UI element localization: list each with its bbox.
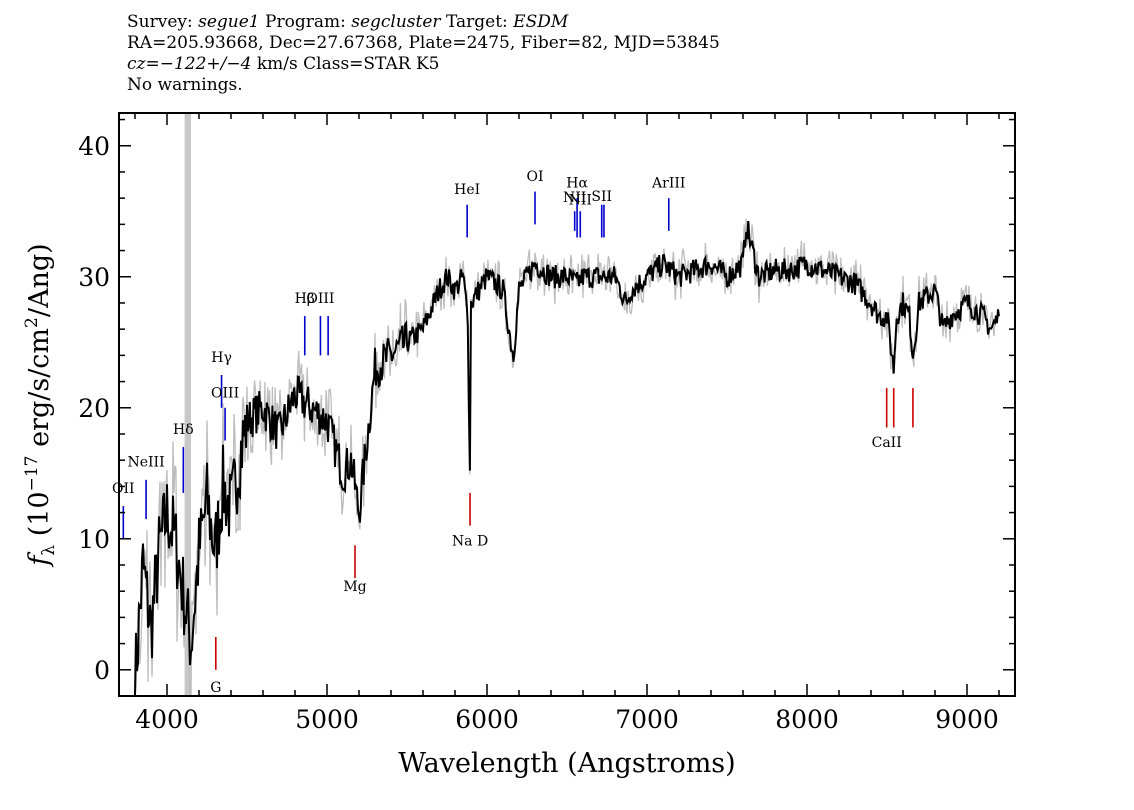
ylabel-f: f bbox=[24, 552, 55, 568]
error-trace bbox=[134, 218, 1000, 696]
header-line-warnings: No warnings. bbox=[127, 75, 243, 95]
class-value: km/s Class=STAR K5 bbox=[256, 54, 440, 74]
ylabel-unit-mid: erg/s/cm bbox=[24, 328, 55, 456]
header-line-redshift: cz=−122+/−4 km/s Class=STAR K5 bbox=[127, 54, 720, 75]
masked-region bbox=[184, 113, 191, 696]
emission-line-label: NII bbox=[563, 190, 586, 206]
absorption-line-label: G bbox=[210, 680, 221, 696]
y-tick-label: 0 bbox=[94, 656, 110, 685]
y-tick-label: 30 bbox=[78, 263, 110, 292]
emission-line-label: Hβ bbox=[295, 291, 315, 307]
absorption-line-label: Mg bbox=[343, 579, 366, 595]
x-tick-label: 7000 bbox=[615, 705, 679, 734]
survey-label: Survey: bbox=[127, 12, 193, 32]
emission-line-label: NII bbox=[569, 193, 592, 209]
cz-value: cz=−122+/−4 bbox=[127, 54, 252, 74]
x-tick-label: 5000 bbox=[295, 705, 359, 734]
program-value: segcluster bbox=[351, 12, 441, 32]
absorption-line-label: CaII bbox=[872, 435, 902, 451]
x-axis-ticks: 4000 5000 6000 7000 8000 9000 bbox=[134, 113, 1000, 734]
x-tick-label: 6000 bbox=[455, 705, 519, 734]
emission-line-label: Hα bbox=[566, 176, 588, 192]
y-tick-label: 40 bbox=[78, 132, 110, 161]
header-line-survey: Survey: segue1 Program: segcluster Targe… bbox=[127, 12, 720, 33]
y-axis-ticks: 0 10 20 30 40 bbox=[78, 118, 1015, 697]
absorption-line-label: Na D bbox=[452, 533, 488, 549]
y-tick-label: 20 bbox=[78, 394, 110, 423]
survey-value: segue1 bbox=[198, 12, 260, 32]
ylabel-lambda: λ bbox=[39, 545, 59, 556]
target-value: ESDM bbox=[513, 12, 569, 32]
header-line-coordinates: RA=205.93668, Dec=27.67368, Plate=2475, … bbox=[127, 33, 720, 53]
ylabel-exponent: −17 bbox=[22, 456, 42, 492]
flux-line bbox=[134, 220, 1000, 696]
x-tick-label: 9000 bbox=[935, 705, 999, 734]
emission-line-label: OI bbox=[526, 169, 543, 185]
ylabel-unit-open: (10 bbox=[24, 491, 55, 544]
emission-line-label: OIII bbox=[306, 291, 334, 307]
y-axis-label: fλ (10−17 erg/s/cm2/Ang) bbox=[22, 243, 59, 567]
emission-line-label: Hδ bbox=[173, 422, 194, 438]
ylabel-exponent-2: 2 bbox=[22, 317, 42, 328]
emission-line-label: Hγ bbox=[211, 350, 232, 366]
emission-line-label: NeIII bbox=[127, 455, 164, 471]
emission-line-label: ArIII bbox=[651, 176, 685, 192]
plot-frame bbox=[118, 112, 1016, 697]
emission-line-label: OII bbox=[112, 481, 135, 497]
target-label: Target: bbox=[445, 12, 508, 32]
emission-line-label: SII bbox=[591, 189, 612, 205]
x-tick-label: 4000 bbox=[135, 705, 199, 734]
x-axis-label: Wavelength (Angstroms) bbox=[398, 748, 735, 779]
x-tick-label: 8000 bbox=[775, 705, 839, 734]
ylabel-unit-end: /Ang) bbox=[24, 243, 55, 317]
program-label: Program: bbox=[265, 12, 346, 32]
emission-line-label: OIII bbox=[211, 385, 239, 401]
flux-series bbox=[134, 220, 1000, 696]
spectrum-header: Survey: segue1 Program: segcluster Targe… bbox=[127, 12, 720, 96]
masked-region-band bbox=[184, 113, 191, 696]
y-tick-label: 10 bbox=[78, 525, 110, 554]
emission-line-label: HeI bbox=[454, 182, 480, 198]
error-band bbox=[134, 218, 1000, 696]
